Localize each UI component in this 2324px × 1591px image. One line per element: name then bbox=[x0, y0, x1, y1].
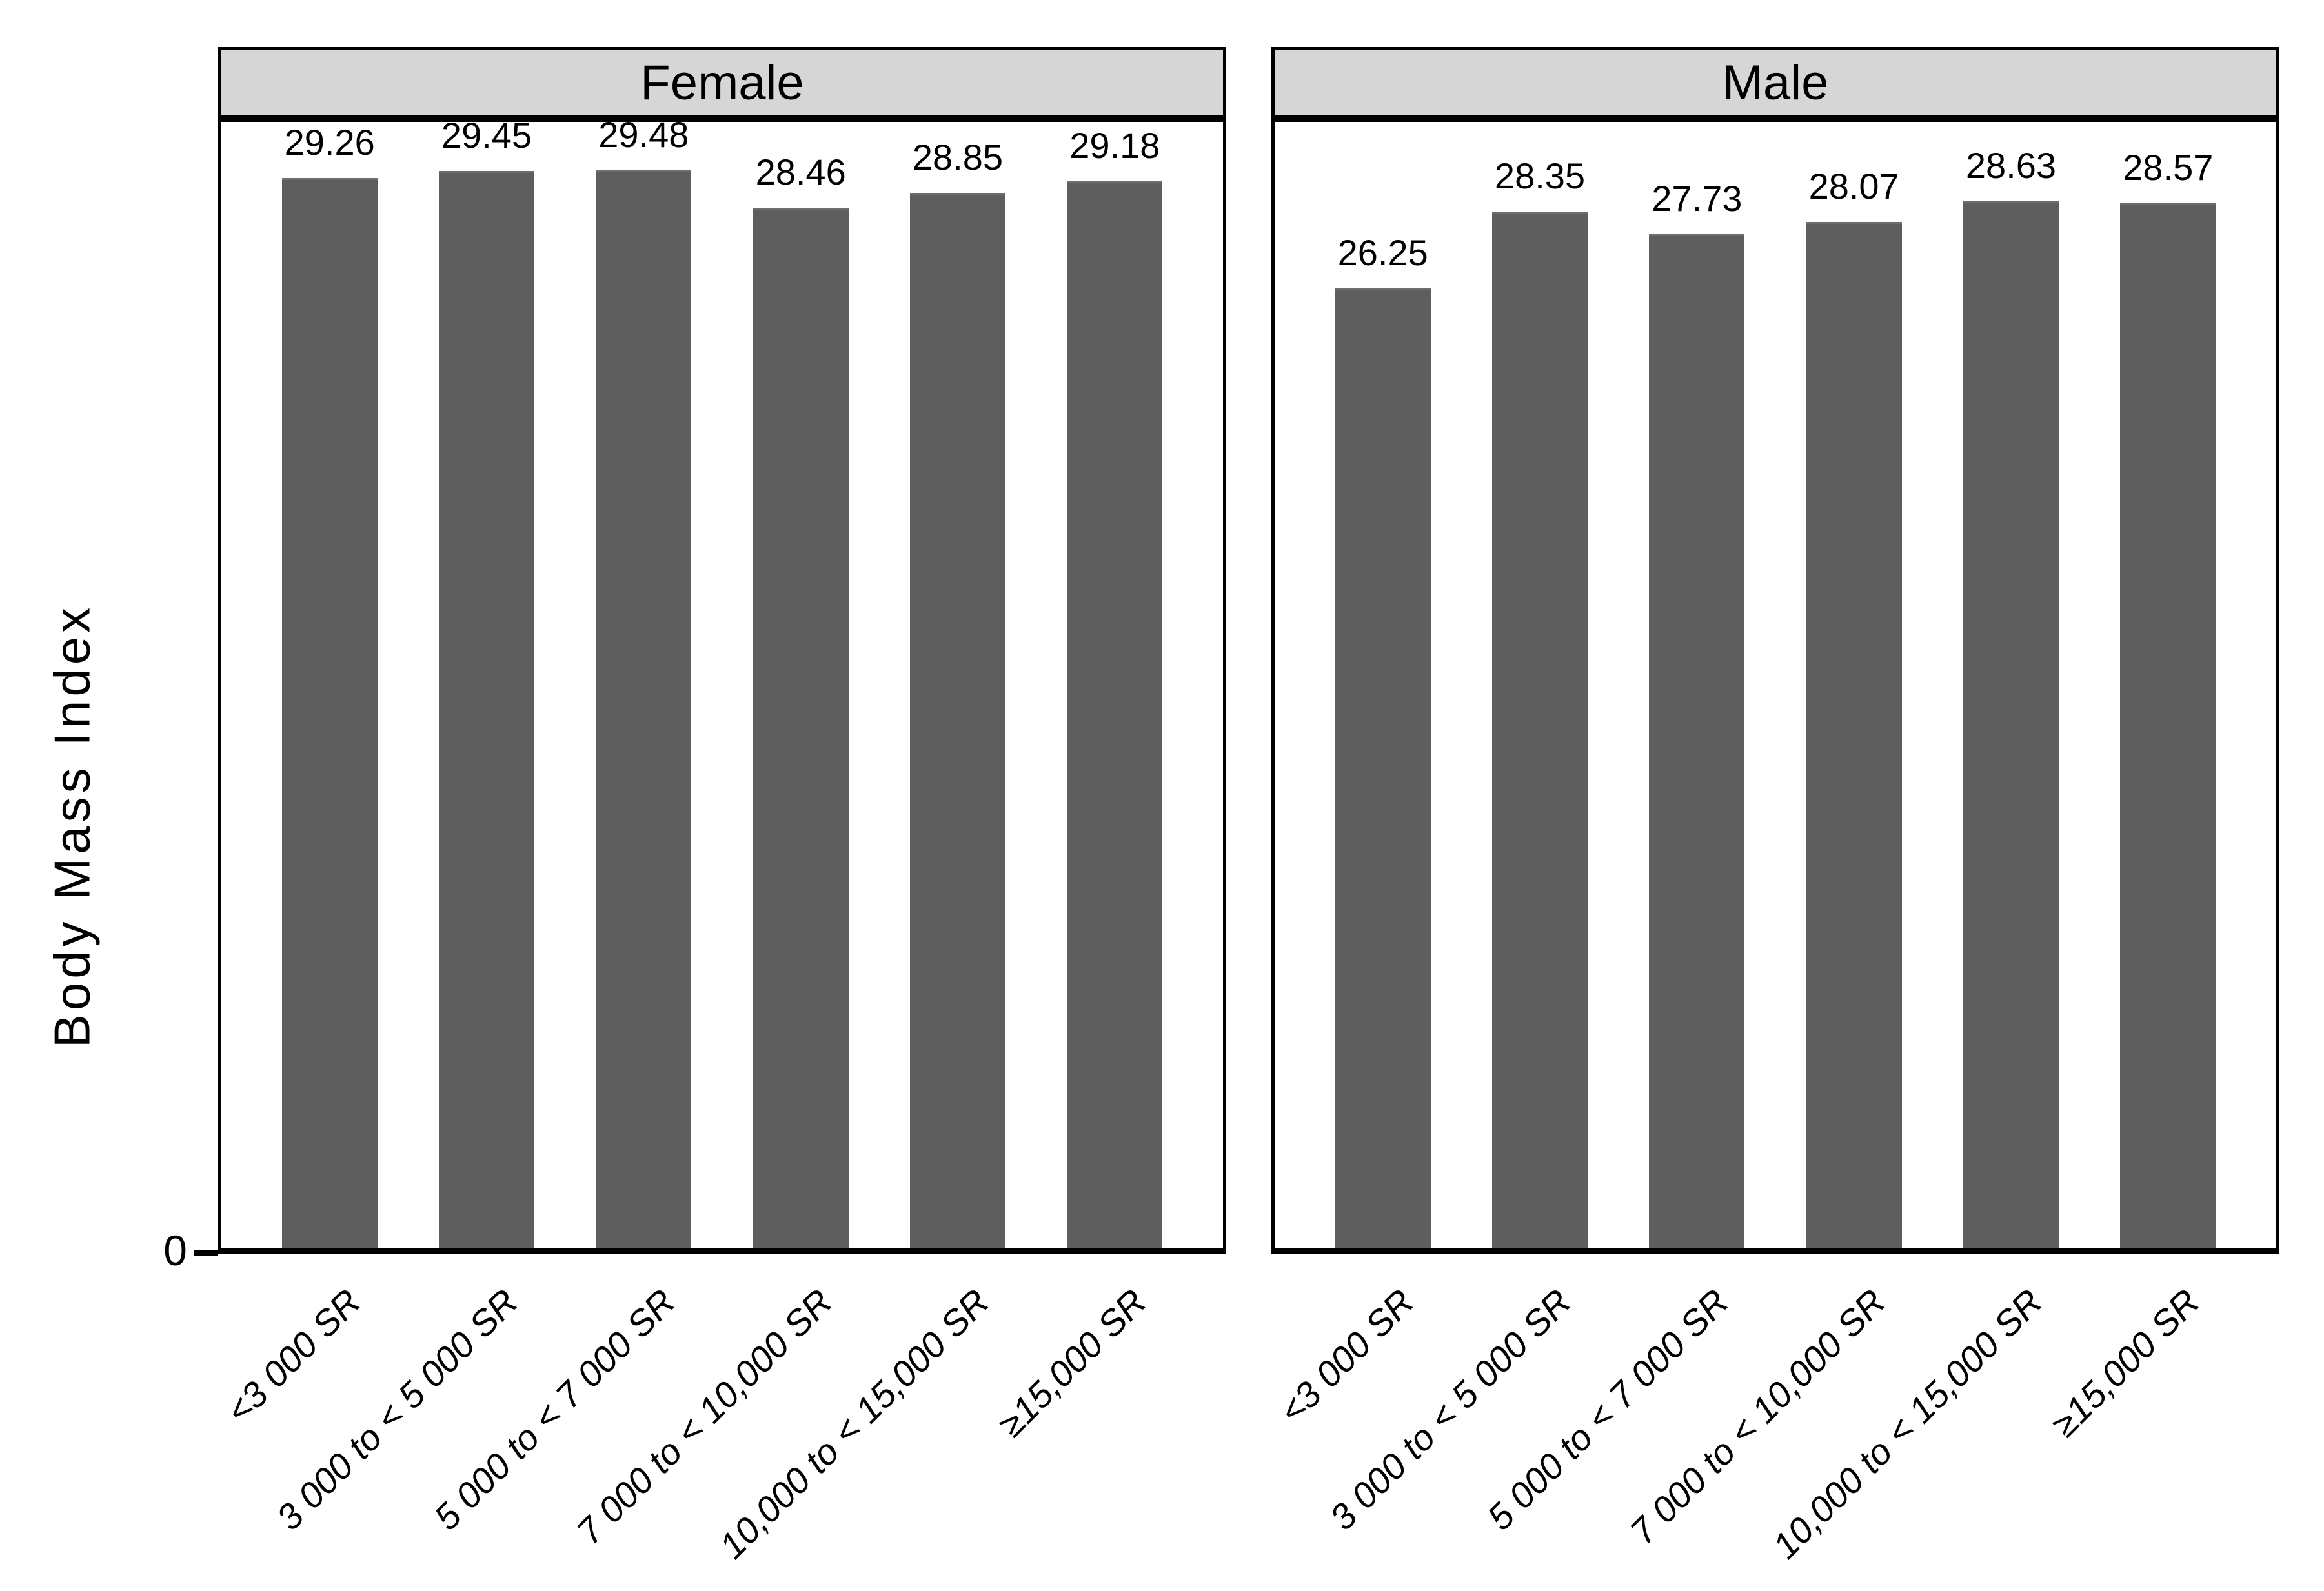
x-tick-label: ≥15,000 SR bbox=[990, 1281, 1154, 1445]
y-axis-label: Body Mass Index bbox=[43, 603, 101, 1048]
bar-value-label: 27.73 bbox=[1652, 178, 1743, 219]
bar bbox=[1806, 222, 1902, 1248]
y-tick-mark bbox=[194, 1250, 218, 1256]
x-tick-label: 10,000 to < 15,000 SR bbox=[711, 1281, 997, 1566]
bar-value-label: 28.07 bbox=[1808, 166, 1899, 207]
bar-slot: 28.85 bbox=[879, 122, 1036, 1248]
panel-title: Male bbox=[1722, 55, 1829, 110]
bar-slot: 28.63 bbox=[1932, 122, 2089, 1248]
panel-header: Female bbox=[218, 47, 1226, 118]
bar bbox=[1067, 181, 1163, 1248]
bar-value-label: 28.57 bbox=[2123, 147, 2214, 188]
panel-title: Female bbox=[640, 55, 804, 110]
plot-area: 26.25 28.35 27.73 28.07 28.63 28.57 bbox=[1271, 118, 2279, 1254]
bar bbox=[281, 178, 378, 1248]
panel-female: Female 29.26 29.45 29.48 28.46 28.85 29.… bbox=[218, 47, 1226, 1566]
bar-slot: 29.26 bbox=[251, 122, 408, 1248]
bar-slot: 29.18 bbox=[1036, 122, 1193, 1248]
bar-slot: 28.35 bbox=[1461, 122, 1618, 1248]
bar-slot: 27.73 bbox=[1619, 122, 1775, 1248]
panel-header: Male bbox=[1271, 47, 2279, 118]
x-tick-label: 10,000 to < 15,000 SR bbox=[1764, 1281, 2050, 1566]
bar-slot: 29.48 bbox=[565, 115, 722, 1248]
bar bbox=[596, 170, 692, 1248]
x-tick-label: 7 000 to < 10,000 SR bbox=[1622, 1281, 1893, 1552]
x-tick-label: <3 000 SR bbox=[1271, 1281, 1422, 1432]
bar bbox=[1963, 201, 2059, 1248]
bar-value-label: 29.48 bbox=[598, 114, 689, 155]
bar-value-label: 29.18 bbox=[1069, 125, 1160, 166]
bar-value-label: 28.63 bbox=[1965, 145, 2057, 186]
x-tick-label: <3 000 SR bbox=[218, 1281, 369, 1432]
bar-slot: 28.07 bbox=[1775, 122, 1932, 1248]
bar bbox=[438, 171, 534, 1248]
bar bbox=[909, 193, 1005, 1248]
bar bbox=[2120, 203, 2216, 1248]
bar-value-label: 29.26 bbox=[284, 122, 375, 163]
bar-value-label: 28.85 bbox=[912, 137, 1004, 178]
x-tick-label: ≥15,000 SR bbox=[2043, 1281, 2207, 1445]
y-tick-label-0: 0 bbox=[163, 1226, 187, 1274]
plot-area: 29.26 29.45 29.48 28.46 28.85 29.18 bbox=[218, 115, 1226, 1254]
x-tick-label: 7 000 to < 10,000 SR bbox=[569, 1281, 840, 1552]
bar-slot: 29.45 bbox=[408, 115, 565, 1248]
bar bbox=[1335, 288, 1431, 1248]
bar bbox=[753, 208, 849, 1248]
bar bbox=[1491, 212, 1588, 1248]
bar-value-label: 26.25 bbox=[1337, 232, 1428, 274]
bar-value-label: 29.45 bbox=[441, 115, 532, 156]
bar-slot: 26.25 bbox=[1304, 122, 1461, 1248]
bar-slot: 28.46 bbox=[722, 122, 879, 1248]
bar-value-label: 28.35 bbox=[1494, 155, 1586, 197]
panel-male: Male 26.25 28.35 27.73 28.07 28.63 28.57… bbox=[1271, 47, 2279, 1566]
bar-value-label: 28.46 bbox=[755, 152, 846, 193]
bar bbox=[1649, 234, 1745, 1248]
bar-slot: 28.57 bbox=[2090, 122, 2247, 1248]
